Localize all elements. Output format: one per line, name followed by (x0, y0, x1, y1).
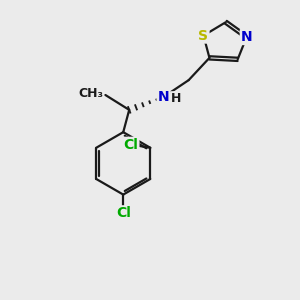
Text: H: H (171, 92, 181, 105)
Text: N: N (241, 30, 252, 44)
Text: CH₃: CH₃ (78, 87, 103, 100)
Text: S: S (199, 28, 208, 43)
Text: Cl: Cl (116, 206, 131, 220)
Text: N: N (158, 90, 169, 104)
Text: Cl: Cl (124, 138, 138, 152)
